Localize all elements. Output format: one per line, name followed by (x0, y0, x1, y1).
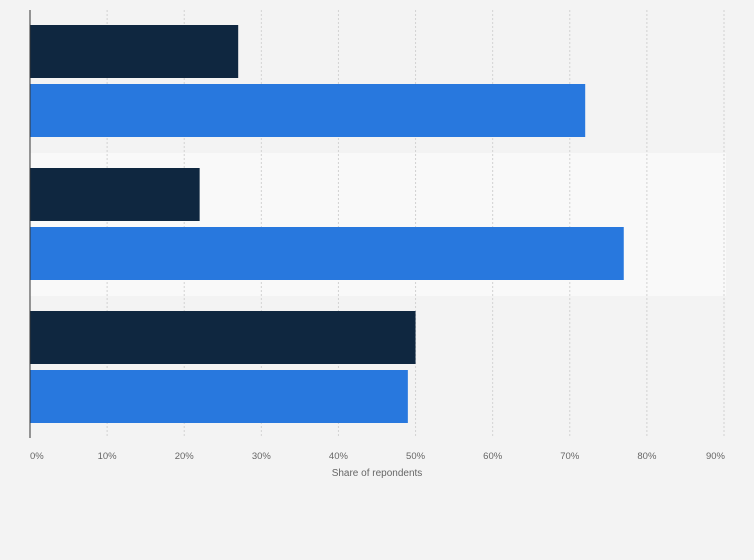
x-tick-label: 30% (252, 451, 272, 462)
gridlines (106, 10, 725, 438)
bars (30, 25, 624, 423)
x-tick-label: 50% (406, 451, 426, 462)
x-tick-label: 90% (706, 451, 726, 462)
x-axis-ticks: 0% 10% 20% 30% 40% 50% 60% 70% 80% 90% (30, 451, 726, 462)
bar[interactable] (30, 168, 200, 221)
x-tick-label: 0% (30, 451, 44, 462)
x-tick-label: 10% (98, 451, 118, 462)
x-tick-label: 40% (329, 451, 349, 462)
bar[interactable] (30, 227, 624, 280)
bar[interactable] (30, 311, 416, 364)
x-tick-label: 80% (637, 451, 657, 462)
x-tick-label: 70% (560, 451, 580, 462)
bar[interactable] (30, 84, 586, 137)
bar[interactable] (30, 25, 239, 78)
x-axis-title: Share of repondents (332, 468, 423, 479)
bar[interactable] (30, 370, 408, 423)
x-tick-label: 60% (483, 451, 503, 462)
x-tick-label: 20% (175, 451, 195, 462)
